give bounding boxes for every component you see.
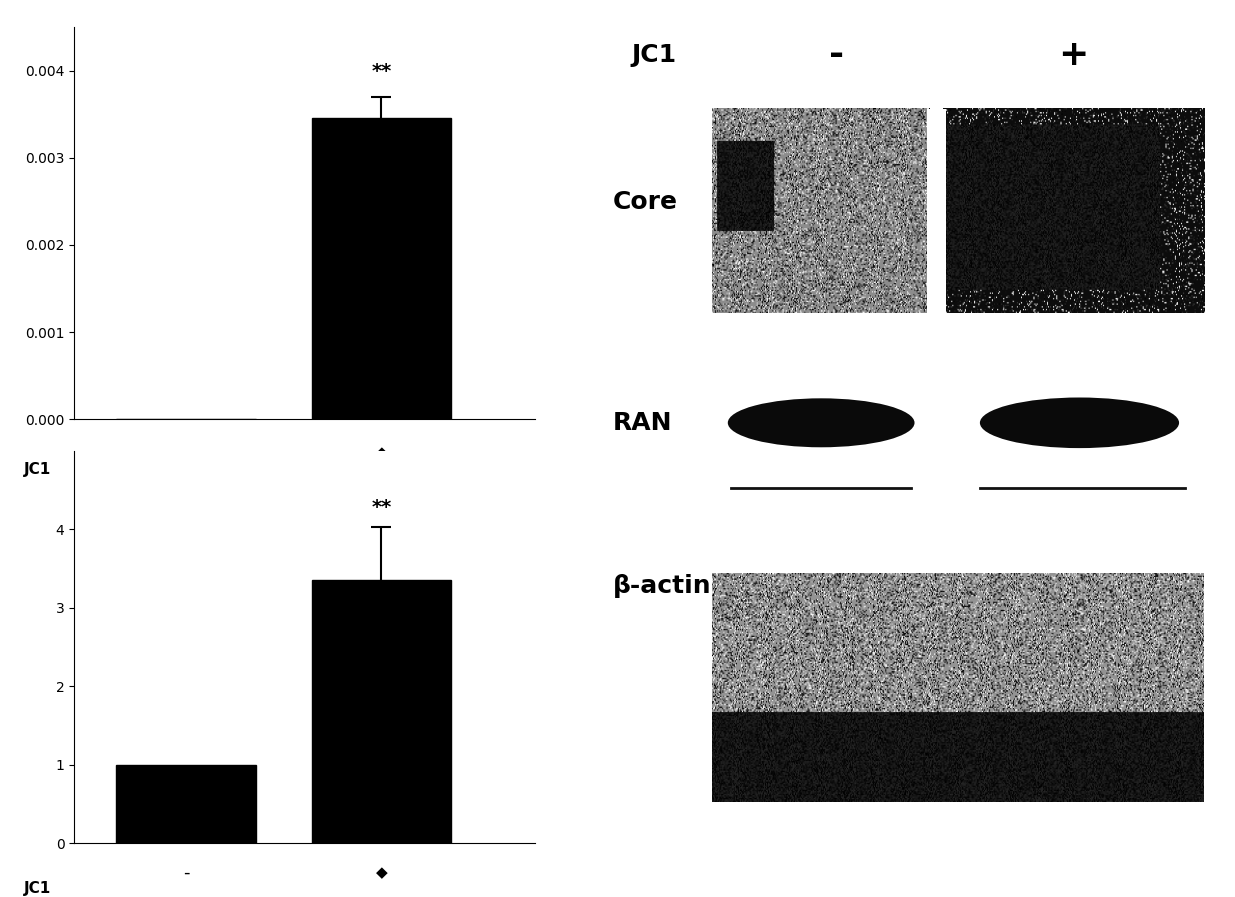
Bar bbox=[311, 118, 451, 420]
Text: -: - bbox=[183, 864, 189, 882]
Bar bbox=[116, 764, 256, 843]
Text: ◆: ◆ bbox=[375, 445, 388, 460]
Text: β-actin: β-actin bbox=[613, 574, 711, 598]
Text: -: - bbox=[829, 39, 845, 73]
Text: JC1: JC1 bbox=[23, 463, 51, 477]
Bar bbox=[927, 109, 946, 313]
Text: Core: Core bbox=[613, 190, 678, 214]
Text: RAN: RAN bbox=[613, 411, 672, 435]
Text: **: ** bbox=[372, 499, 391, 518]
Text: +: + bbox=[1058, 39, 1088, 73]
Ellipse shape bbox=[727, 398, 915, 448]
Text: JC1: JC1 bbox=[23, 881, 51, 896]
Text: JC1: JC1 bbox=[631, 43, 677, 67]
Text: **: ** bbox=[372, 62, 391, 81]
Ellipse shape bbox=[979, 397, 1179, 448]
Bar bbox=[311, 580, 451, 843]
Text: -: - bbox=[183, 443, 189, 461]
Text: ◆: ◆ bbox=[375, 866, 388, 881]
